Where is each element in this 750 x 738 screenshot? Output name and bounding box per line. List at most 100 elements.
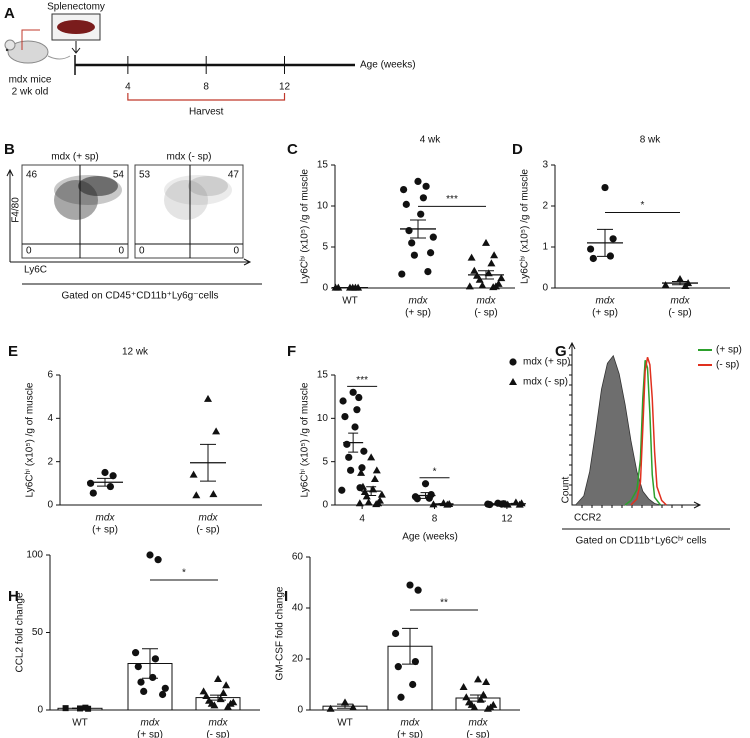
plot-title: mdx (- sp) bbox=[167, 152, 212, 163]
timeline-label: Age (weeks) bbox=[360, 60, 416, 71]
data-point bbox=[149, 673, 157, 682]
mouse-icon bbox=[4, 29, 71, 64]
data-point bbox=[89, 489, 97, 497]
y-tick-label: 10 bbox=[317, 201, 329, 212]
tick-label: 12 bbox=[279, 82, 291, 93]
data-point bbox=[370, 475, 379, 482]
data-point bbox=[161, 684, 169, 692]
y-tick-label: 4 bbox=[47, 413, 53, 424]
x-arrow bbox=[10, 258, 252, 266]
data-point bbox=[409, 680, 417, 689]
data-point bbox=[417, 210, 425, 218]
data-point bbox=[609, 235, 617, 243]
y-tick-label: 60 bbox=[292, 552, 304, 563]
error-bar bbox=[337, 703, 353, 709]
data-point bbox=[345, 453, 353, 461]
data-point bbox=[357, 468, 366, 476]
plot-frame bbox=[134, 164, 244, 259]
y-tick-label: 40 bbox=[292, 603, 304, 614]
data-point bbox=[62, 705, 69, 712]
legend-label: (+ sp) bbox=[716, 345, 742, 356]
x-tick-label: mdx bbox=[141, 718, 161, 729]
y-tick-label: 5 bbox=[322, 242, 328, 253]
y-tick-label: 50 bbox=[32, 627, 44, 638]
data-point bbox=[402, 200, 410, 208]
error-bar bbox=[492, 503, 503, 505]
data-point bbox=[151, 655, 159, 663]
y-axis-label: Ly6Cʰⁱ (x10⁵) /g of muscle bbox=[520, 169, 531, 284]
y-axis-label: Ly6Cʰⁱ (x10⁵) /g of muscle bbox=[300, 169, 311, 284]
data-point bbox=[397, 693, 405, 701]
data-point bbox=[661, 281, 670, 289]
gate-note: Gated on CD45⁺CD11b⁺Ly6g⁻cells bbox=[61, 291, 218, 302]
x-axis-label: CCR2 bbox=[574, 513, 602, 524]
error-bar bbox=[200, 443, 216, 482]
error-bar bbox=[410, 219, 426, 239]
y-axis-label: CCL2 fold change bbox=[15, 592, 26, 672]
data-point bbox=[377, 490, 386, 498]
data-point bbox=[411, 657, 419, 666]
data-point bbox=[212, 427, 221, 435]
panel-letter: I bbox=[284, 588, 288, 605]
data-point bbox=[349, 388, 357, 396]
data-point bbox=[189, 470, 198, 478]
data-point bbox=[394, 663, 402, 671]
y-axis-label: Ly6Cʰⁱ (x10⁵) /g of muscle bbox=[25, 382, 36, 497]
y-tick-label: 0 bbox=[47, 500, 53, 511]
data-point bbox=[210, 701, 219, 709]
spleen-title: Splenectomy bbox=[47, 2, 105, 13]
panel-letter: F bbox=[287, 343, 296, 360]
y-tick-label: 1 bbox=[542, 242, 548, 253]
data-point bbox=[681, 281, 690, 289]
chart-title: 8 wk bbox=[640, 135, 662, 146]
y-tick-label: 10 bbox=[317, 413, 329, 424]
x-tick-label: mdx bbox=[596, 296, 616, 307]
x-tick-label: mdx bbox=[199, 513, 219, 524]
significance-label: * bbox=[182, 568, 186, 579]
x-axis-label: Age (weeks) bbox=[402, 532, 458, 543]
x-tick-label: (+ sp) bbox=[92, 525, 118, 536]
y-tick-label: 0 bbox=[322, 500, 328, 511]
data-point bbox=[479, 690, 488, 698]
data-point bbox=[222, 681, 231, 689]
y-tick-label: 20 bbox=[292, 654, 304, 665]
data-point bbox=[419, 194, 427, 202]
y-tick-label: 100 bbox=[26, 550, 43, 561]
significance-label: * bbox=[433, 466, 437, 477]
y-tick-label: 3 bbox=[542, 160, 548, 171]
x-tick-label: WT bbox=[342, 296, 358, 307]
significance-label: *** bbox=[356, 375, 368, 386]
histogram-curve bbox=[630, 356, 667, 506]
data-point bbox=[351, 423, 359, 431]
cell-cloud bbox=[78, 176, 118, 196]
plot-title: mdx (+ sp) bbox=[51, 152, 99, 163]
tick-label: 8 bbox=[203, 82, 209, 93]
data-point bbox=[398, 270, 406, 278]
data-point bbox=[482, 238, 490, 246]
data-point bbox=[497, 274, 506, 282]
y-axis-label: Count bbox=[561, 476, 572, 503]
subject-label: mdx mice bbox=[9, 75, 52, 86]
x-tick-label: WT bbox=[337, 718, 353, 729]
error-bar bbox=[672, 280, 688, 286]
x-tick-label: (- sp) bbox=[196, 525, 219, 536]
y-tick-label: 5 bbox=[322, 456, 328, 467]
data-point bbox=[154, 556, 162, 564]
data-point bbox=[392, 629, 400, 638]
chart-title: 12 wk bbox=[122, 347, 149, 358]
data-point bbox=[487, 259, 496, 267]
data-point bbox=[219, 688, 228, 696]
data-point bbox=[406, 581, 414, 589]
data-point bbox=[459, 683, 468, 691]
data-point bbox=[355, 393, 363, 402]
error-bar bbox=[97, 477, 113, 487]
quadrant-percent: 0 bbox=[233, 246, 239, 257]
quadrant-percent: 46 bbox=[26, 170, 38, 181]
cell-cloud bbox=[164, 175, 232, 205]
data-point bbox=[410, 251, 418, 259]
data-point bbox=[192, 491, 201, 499]
error-bar bbox=[420, 492, 431, 499]
y-tick-label: 0 bbox=[322, 283, 328, 294]
data-point bbox=[358, 482, 367, 490]
histogram-curve bbox=[624, 360, 662, 506]
